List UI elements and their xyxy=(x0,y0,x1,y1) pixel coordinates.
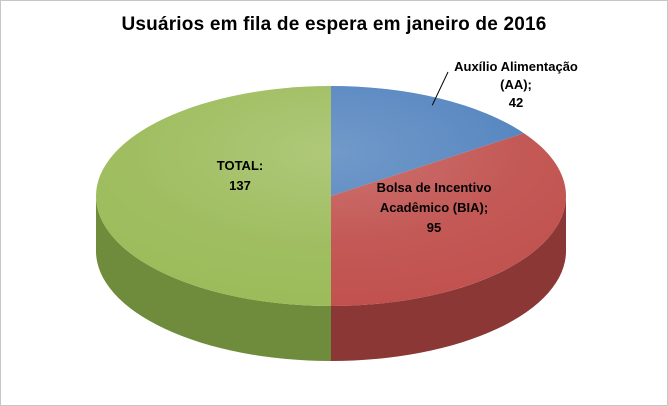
callout-line-aa xyxy=(431,71,449,106)
pie-side-bia xyxy=(331,196,566,361)
pie-geometry xyxy=(96,86,566,361)
chart-title: Usuários em fila de espera em janeiro de… xyxy=(121,14,547,35)
pie-side-total xyxy=(96,196,331,361)
pie-annotations xyxy=(431,71,449,106)
